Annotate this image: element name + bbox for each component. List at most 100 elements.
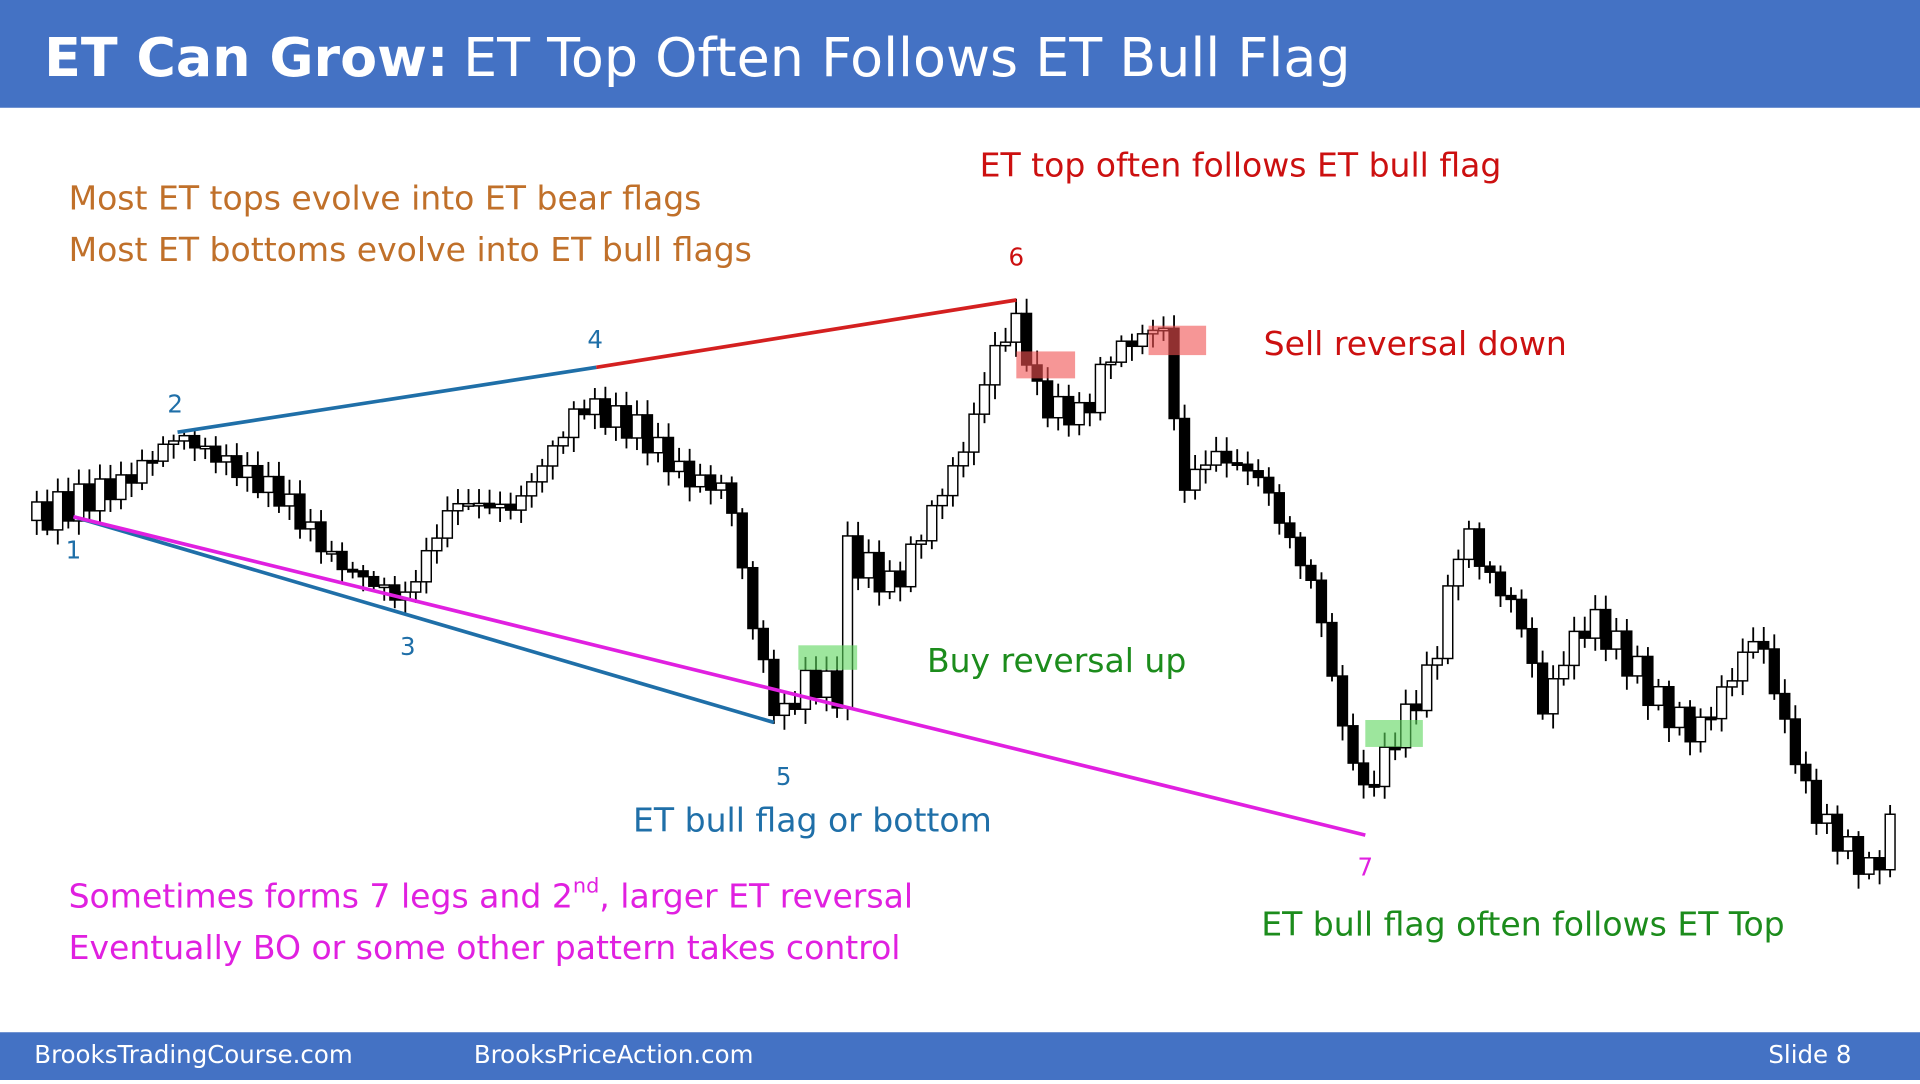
candle-body	[705, 474, 717, 491]
candle-body	[1431, 657, 1443, 666]
candle-body	[1442, 585, 1454, 660]
point-label: 7	[1358, 853, 1374, 882]
candle-body	[631, 414, 643, 439]
point-label: 4	[587, 325, 603, 354]
candle-body	[1515, 598, 1528, 630]
candle-body	[83, 483, 96, 512]
candle-body	[873, 551, 885, 593]
candle-body	[1379, 746, 1391, 788]
note: Buy reversal up	[927, 641, 1186, 680]
title-bold: ET Can Grow:	[44, 26, 448, 89]
candle-body	[673, 460, 685, 473]
candle-body	[1768, 648, 1780, 695]
candle-body	[1484, 565, 1496, 573]
candle-body	[1305, 564, 1317, 581]
candle-body	[1357, 762, 1370, 786]
candle-body	[294, 493, 306, 530]
candle-body	[1221, 450, 1233, 464]
candle-body	[526, 481, 538, 497]
note: Most ET bottoms evolve into ET bull flag…	[69, 230, 752, 269]
candle-body	[1547, 678, 1559, 715]
candle-body	[884, 570, 896, 593]
candle-body	[452, 502, 464, 512]
candle-body	[747, 566, 759, 630]
note-part: , larger ET reversal	[599, 876, 913, 915]
candle-body	[1705, 716, 1717, 721]
candle-body	[1136, 333, 1149, 348]
candle-body	[1421, 664, 1433, 712]
candle-body	[863, 551, 875, 579]
candle-body	[1494, 571, 1507, 597]
candle-body	[947, 465, 959, 497]
candle-body	[325, 550, 338, 555]
candle-body	[210, 445, 222, 463]
candle-body	[1600, 608, 1612, 650]
candle-body	[1558, 664, 1570, 680]
candle-body	[1315, 579, 1328, 624]
candle-body	[1189, 468, 1201, 491]
candle-body	[136, 459, 148, 484]
candle-body	[936, 494, 948, 507]
candle-body	[104, 478, 117, 501]
candle-body	[694, 474, 706, 488]
sell-zone	[1148, 325, 1207, 356]
candle-body	[1526, 627, 1538, 664]
candle-body	[894, 570, 906, 588]
candle-body	[610, 405, 622, 428]
trend-line	[177, 365, 597, 435]
candle-body	[1842, 835, 1854, 852]
candle-body	[336, 550, 348, 571]
note: Eventually BO or some other pattern take…	[69, 928, 901, 967]
candle-body	[1747, 640, 1759, 653]
candle-body	[1642, 655, 1654, 707]
buy-zone	[1365, 720, 1423, 747]
note: ET top often follows ET bull flag	[980, 145, 1502, 184]
candle-body	[1758, 640, 1770, 650]
candle-body	[757, 627, 769, 661]
candle-body	[1063, 395, 1075, 426]
candle-body	[41, 501, 53, 531]
candle-body	[1105, 361, 1117, 366]
candle-body	[1336, 675, 1349, 727]
candle-body	[1505, 594, 1517, 601]
candle-body	[684, 460, 696, 488]
candle-body	[241, 464, 253, 479]
buy-zone	[798, 645, 858, 670]
candle-body	[810, 669, 822, 699]
candle-body	[1873, 857, 1886, 871]
candle-body	[1347, 725, 1359, 764]
candle-body	[557, 436, 569, 447]
candle-body	[1610, 630, 1622, 650]
header-bar	[0, 0, 1920, 108]
candle-body	[1589, 608, 1601, 639]
candle-body	[820, 670, 833, 699]
note-part: Sometimes forms 7 legs and 2	[69, 876, 573, 915]
candle-body	[715, 482, 727, 491]
candle-body	[1263, 476, 1275, 494]
trend-line	[72, 514, 775, 725]
candle-body	[389, 584, 401, 601]
note: Most ET tops evolve into ET bear flags	[69, 178, 702, 217]
candle-body	[220, 455, 232, 463]
candles	[31, 298, 1896, 889]
candle-body	[1473, 528, 1486, 567]
candle-body	[1821, 813, 1833, 824]
candle-body	[1410, 703, 1422, 712]
point-label: 3	[400, 632, 416, 661]
candle-body	[662, 436, 675, 473]
candle-body	[568, 408, 580, 439]
note: ET bull flag or bottom	[633, 800, 992, 839]
candle-body	[1579, 630, 1591, 639]
candle-body	[473, 502, 485, 507]
candle-body	[252, 464, 264, 494]
candle-body	[1010, 312, 1022, 343]
candle-body	[125, 474, 138, 484]
candle-body	[1252, 470, 1264, 479]
candle-body	[178, 434, 190, 442]
candle-body	[641, 414, 654, 454]
candle-body	[547, 445, 559, 467]
candle-body	[1852, 835, 1865, 875]
candle-body	[1073, 401, 1085, 426]
candle-body	[915, 540, 927, 545]
